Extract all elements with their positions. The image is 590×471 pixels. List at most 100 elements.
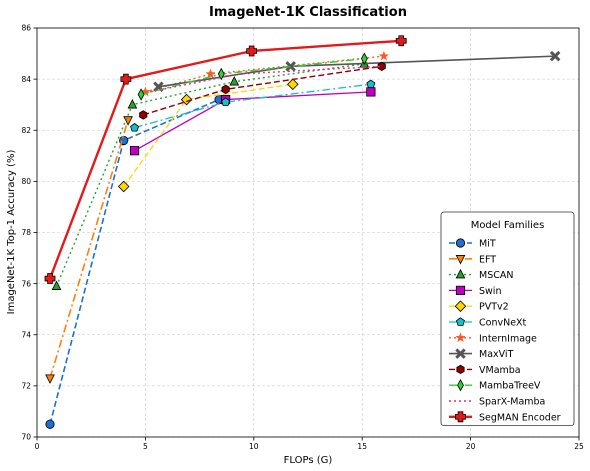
plot-area: 0 5 10 15 20 25 70 72 74 76 78 80 82 84 86 — [21, 24, 584, 451]
legend-item: SparX-Mamba — [449, 397, 545, 408]
data-point — [366, 87, 376, 97]
series-line — [149, 65, 382, 93]
x-tick-label: 10 — [249, 442, 259, 451]
data-point — [180, 93, 193, 106]
legend-marker — [455, 332, 466, 343]
data-point — [139, 110, 148, 120]
x-axis-label: FLOPs (G) — [284, 455, 333, 466]
y-tick-label: 80 — [21, 177, 31, 186]
legend-label: SparX-Mamba — [479, 397, 545, 408]
legend-marker — [455, 255, 466, 265]
legend-item: Swin — [449, 285, 501, 297]
y-tick-label: 70 — [21, 433, 31, 442]
legend-label: MaxViT — [479, 349, 514, 360]
y-tick-label: 76 — [21, 279, 31, 288]
y-tick-label: 74 — [21, 330, 31, 339]
data-point — [130, 122, 140, 132]
data-point — [129, 146, 140, 156]
legend-marker — [455, 348, 466, 359]
data-point — [377, 61, 386, 72]
y-axis-label: ImageNet-1K Top-1 Accuracy (%) — [6, 150, 17, 315]
data-point — [137, 88, 145, 101]
series-vmamba — [139, 61, 386, 120]
data-point — [360, 52, 368, 65]
x-marker-stroke — [455, 348, 466, 359]
data-point — [120, 73, 132, 85]
y-tick-label: 86 — [21, 24, 31, 33]
data-point — [229, 76, 240, 86]
legend-item: MambaTreeV — [449, 378, 541, 392]
series-line — [123, 83, 293, 187]
legend-box — [440, 211, 575, 427]
legend-item: MSCAN — [449, 268, 513, 281]
series-internimage — [140, 50, 390, 97]
data-point — [44, 273, 56, 284]
series-mambatreev — [137, 52, 368, 101]
series-swin — [129, 87, 376, 156]
series-mscan — [51, 58, 370, 290]
legend-marker — [456, 364, 465, 375]
series-convnext — [130, 79, 376, 132]
legend-label: MambaTreeV — [479, 381, 541, 392]
series-line — [145, 55, 384, 93]
data-point — [117, 180, 130, 193]
legend-marker — [455, 268, 466, 279]
legend-label: InternImage — [479, 333, 537, 344]
legend-label: Swin — [479, 286, 501, 297]
series-sparx-mamba — [149, 65, 382, 93]
data-point — [45, 374, 55, 384]
x-marker-stroke — [153, 81, 164, 93]
legend-marker — [455, 285, 466, 296]
x-tick-label: 15 — [357, 442, 367, 451]
legend-marker — [455, 411, 466, 423]
legend-marker — [457, 378, 464, 392]
series-pvtv2 — [117, 78, 299, 193]
x-tick-label: 5 — [143, 442, 148, 451]
legend-item: MaxViT — [449, 348, 514, 360]
legend-marker — [454, 300, 467, 312]
data-point — [221, 84, 230, 95]
data-point — [221, 97, 231, 106]
legend-item: SegMAN Encoder — [449, 411, 561, 423]
legend-label: EFT — [479, 254, 496, 265]
series-line — [158, 55, 556, 88]
data-point — [395, 35, 407, 47]
legend-item: VMamba — [449, 364, 521, 376]
y-tick-label: 72 — [21, 382, 31, 391]
data-point — [51, 280, 62, 290]
data-point — [366, 79, 376, 89]
series-segman-encoder — [44, 35, 407, 284]
x-tick-label: 0 — [35, 442, 40, 451]
x-marker-stroke — [285, 61, 296, 72]
series-line — [49, 119, 129, 379]
legend-label: PVTv2 — [479, 302, 509, 313]
legend-marker — [455, 238, 466, 248]
data-point — [285, 61, 296, 72]
legend-title: Model Families — [471, 220, 545, 231]
legend-marker — [456, 317, 465, 326]
y-tick-label: 84 — [21, 75, 31, 84]
x-tick-label: 20 — [466, 442, 476, 451]
legend-item: InternImage — [449, 332, 537, 344]
data-point — [205, 68, 216, 79]
legend-label: VMamba — [479, 365, 521, 376]
legend: Model Families MiT EFT MSCAN Swin PVTv2 ConvNe… — [440, 211, 575, 427]
data-point — [549, 50, 561, 62]
y-tick-label: 82 — [21, 126, 31, 135]
y-tick-label: 78 — [21, 228, 31, 237]
chart-title: ImageNet-1K Classification — [209, 5, 407, 20]
legend-item: PVTv2 — [449, 300, 509, 313]
legend-label: MiT — [479, 239, 496, 250]
series-mit — [45, 94, 224, 429]
series-eft — [45, 116, 133, 384]
legend-item: ConvNeXt — [449, 317, 527, 329]
legend-item: MiT — [449, 238, 496, 250]
data-point — [45, 419, 55, 429]
legend-label: ConvNeXt — [479, 318, 527, 329]
data-point — [287, 78, 299, 91]
data-point — [378, 50, 390, 61]
data-point — [246, 45, 258, 57]
legend-label: MSCAN — [479, 270, 513, 281]
data-point — [217, 67, 225, 81]
